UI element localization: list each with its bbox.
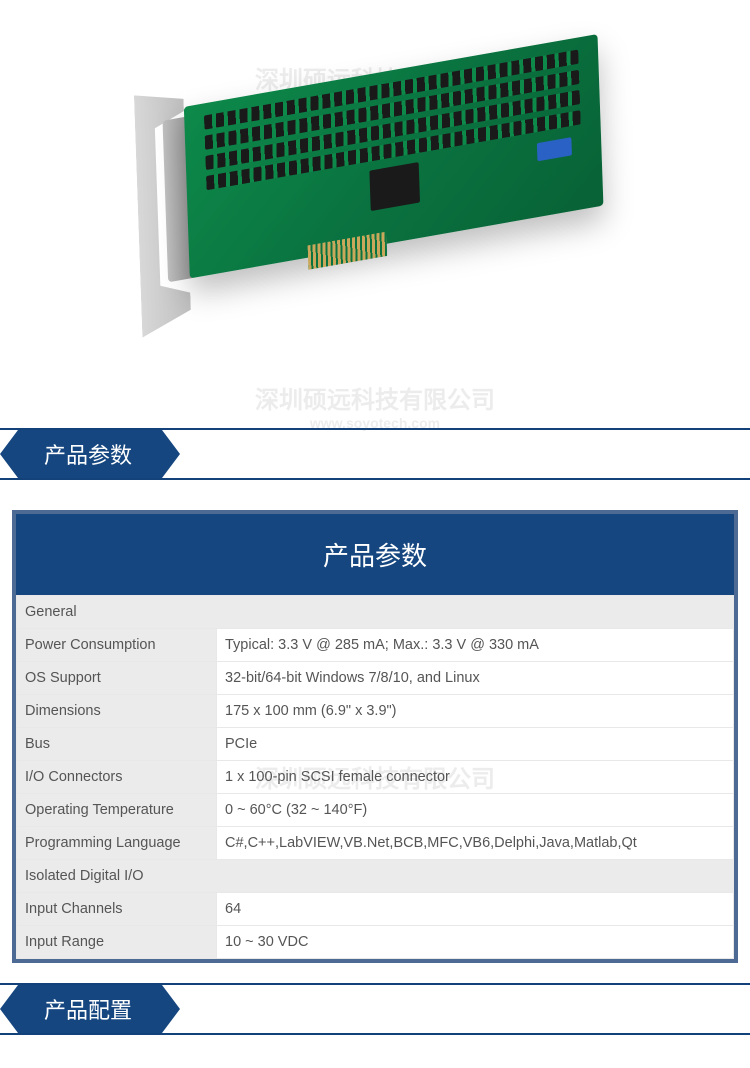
- spec-row: Operating Temperature0 ~ 60°C (32 ~ 140°…: [17, 794, 734, 827]
- spec-label: Input Range: [17, 926, 217, 959]
- spec-row: Input Channels64: [17, 893, 734, 926]
- spec-row: Dimensions175 x 100 mm (6.9" x 3.9"): [17, 695, 734, 728]
- spec-value: 32-bit/64-bit Windows 7/8/10, and Linux: [217, 662, 734, 695]
- section-header-config: 产品配置: [0, 983, 750, 1035]
- spec-row: Programming LanguageC#,C++,LabVIEW,VB.Ne…: [17, 827, 734, 860]
- section-tab-specs: 产品参数: [18, 430, 162, 478]
- spec-value: 10 ~ 30 VDC: [217, 926, 734, 959]
- spec-group-header: Isolated Digital I/O: [17, 860, 734, 893]
- product-image-area: 深圳硕远科技有限公司 深圳硕远科技有限公司 www.soyotech.com: [0, 0, 750, 420]
- spec-value: 64: [217, 893, 734, 926]
- spec-row: BusPCIe: [17, 728, 734, 761]
- dip-switch: [537, 137, 572, 161]
- section-header-specs: 产品参数: [0, 428, 750, 480]
- spec-panel: 产品参数 深圳硕远科技有限公司 GeneralPower Consumption…: [12, 510, 738, 963]
- spec-value: 175 x 100 mm (6.9" x 3.9"): [217, 695, 734, 728]
- section-tab-config: 产品配置: [18, 985, 162, 1033]
- spec-label: Programming Language: [17, 827, 217, 860]
- spec-row: OS Support32-bit/64-bit Windows 7/8/10, …: [17, 662, 734, 695]
- spec-label: Dimensions: [17, 695, 217, 728]
- spec-row: Power ConsumptionTypical: 3.3 V @ 285 mA…: [17, 629, 734, 662]
- spec-label: Bus: [17, 728, 217, 761]
- spec-group-name: Isolated Digital I/O: [17, 860, 734, 893]
- watermark-mid: 深圳硕远科技有限公司 www.soyotech.com: [0, 380, 750, 431]
- spec-label: Operating Temperature: [17, 794, 217, 827]
- spec-value: Typical: 3.3 V @ 285 mA; Max.: 3.3 V @ 3…: [217, 629, 734, 662]
- spec-row: I/O Connectors1 x 100-pin SCSI female co…: [17, 761, 734, 794]
- spec-label: Input Channels: [17, 893, 217, 926]
- spec-table: GeneralPower ConsumptionTypical: 3.3 V @…: [16, 595, 734, 959]
- spec-value: PCIe: [217, 728, 734, 761]
- panel-title: 产品参数: [16, 514, 734, 595]
- spec-value: 0 ~ 60°C (32 ~ 140°F): [217, 794, 734, 827]
- pcie-card-illustration: [144, 34, 605, 346]
- spec-row: Input Range10 ~ 30 VDC: [17, 926, 734, 959]
- main-chip: [369, 162, 420, 211]
- spec-group-header: General: [17, 596, 734, 629]
- spec-label: OS Support: [17, 662, 217, 695]
- spec-label: Power Consumption: [17, 629, 217, 662]
- spec-label: I/O Connectors: [17, 761, 217, 794]
- spec-value: 1 x 100-pin SCSI female connector: [217, 761, 734, 794]
- pcie-edge-connector: [308, 232, 388, 270]
- spec-group-name: General: [17, 596, 734, 629]
- pcb-board: [184, 34, 604, 278]
- spec-value: C#,C++,LabVIEW,VB.Net,BCB,MFC,VB6,Delphi…: [217, 827, 734, 860]
- watermark-mid-text: 深圳硕远科技有限公司: [255, 387, 495, 414]
